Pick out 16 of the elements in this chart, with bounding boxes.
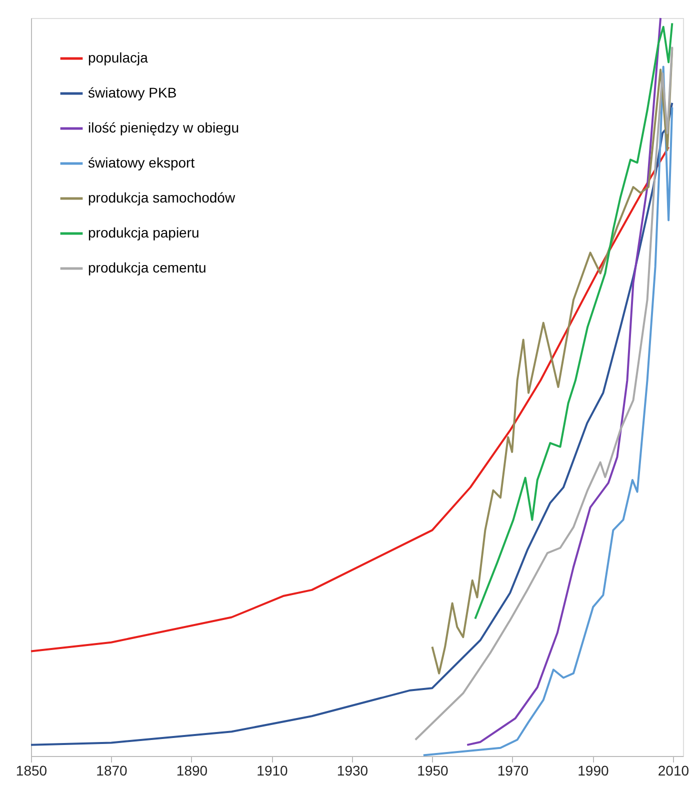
legend-label: światowy eksport xyxy=(88,154,195,170)
x-tick-label: 1930 xyxy=(336,762,368,778)
x-tick-label: 1870 xyxy=(96,762,128,778)
x-tick-label: 1970 xyxy=(497,762,529,778)
legend-label: produkcja cementu xyxy=(88,260,206,276)
legend-label: produkcja samochodów xyxy=(88,190,236,206)
x-tick-label: 1990 xyxy=(578,762,610,778)
legend-label: populacja xyxy=(88,50,148,66)
legend-label: ilość pieniędzy w obiegu xyxy=(88,120,239,136)
x-tick-label: 1950 xyxy=(417,762,449,778)
legend-label: produkcja papieru xyxy=(88,224,200,240)
x-tick-label: 1890 xyxy=(176,762,208,778)
x-tick-label: 1910 xyxy=(256,762,288,778)
x-tick-label: 2010 xyxy=(658,762,690,778)
legend-label: światowy PKB xyxy=(88,84,177,100)
x-tick-label: 1850 xyxy=(16,762,48,778)
